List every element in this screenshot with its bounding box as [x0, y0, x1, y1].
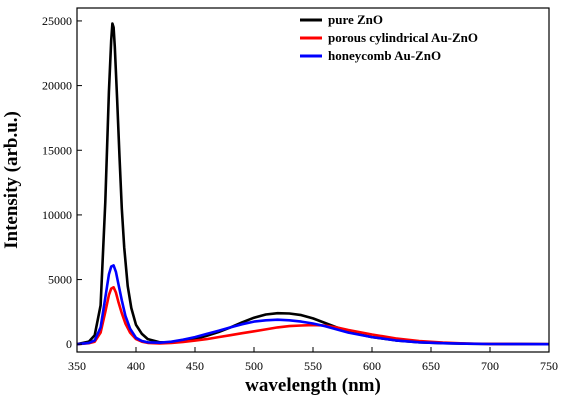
- x-tick-label: 450: [186, 359, 204, 373]
- y-tick-label: 10000: [42, 208, 72, 222]
- series-line-2: [76, 286, 550, 346]
- plot-frame: [76, 7, 550, 353]
- x-tick-label: 700: [481, 359, 499, 373]
- x-tick-label: 350: [68, 359, 86, 373]
- series-line-3: [76, 264, 550, 346]
- y-tick-label: 15000: [42, 143, 72, 157]
- plot-lines: [76, 22, 550, 346]
- x-tick-label: 400: [127, 359, 145, 373]
- x-axis-label: wavelength (nm): [245, 375, 381, 396]
- y-axis: 0 5000 10000 15000 20000 25000: [42, 14, 82, 351]
- y-tick-label: 20000: [42, 79, 72, 93]
- x-tick-label: 600: [363, 359, 381, 373]
- x-tick-label: 550: [304, 359, 322, 373]
- legend-label: pure ZnO: [328, 12, 383, 27]
- y-axis-label: Intensity (arb.u.): [1, 111, 22, 249]
- legend-label: honeycomb Au-ZnO: [328, 48, 441, 63]
- y-tick-label: 5000: [48, 273, 72, 287]
- x-tick-label: 500: [245, 359, 263, 373]
- x-axis: 350 400 450 500 550 600 650 700 750: [68, 347, 558, 373]
- series-line-1: [76, 22, 550, 346]
- y-tick-label: 25000: [42, 14, 72, 28]
- x-tick-label: 750: [540, 359, 558, 373]
- legend-label: porous cylindrical Au-ZnO: [328, 30, 478, 45]
- legend: pure ZnO porous cylindrical Au-ZnO honeyco…: [300, 12, 478, 63]
- x-tick-label: 650: [422, 359, 440, 373]
- y-tick-label: 0: [66, 337, 72, 351]
